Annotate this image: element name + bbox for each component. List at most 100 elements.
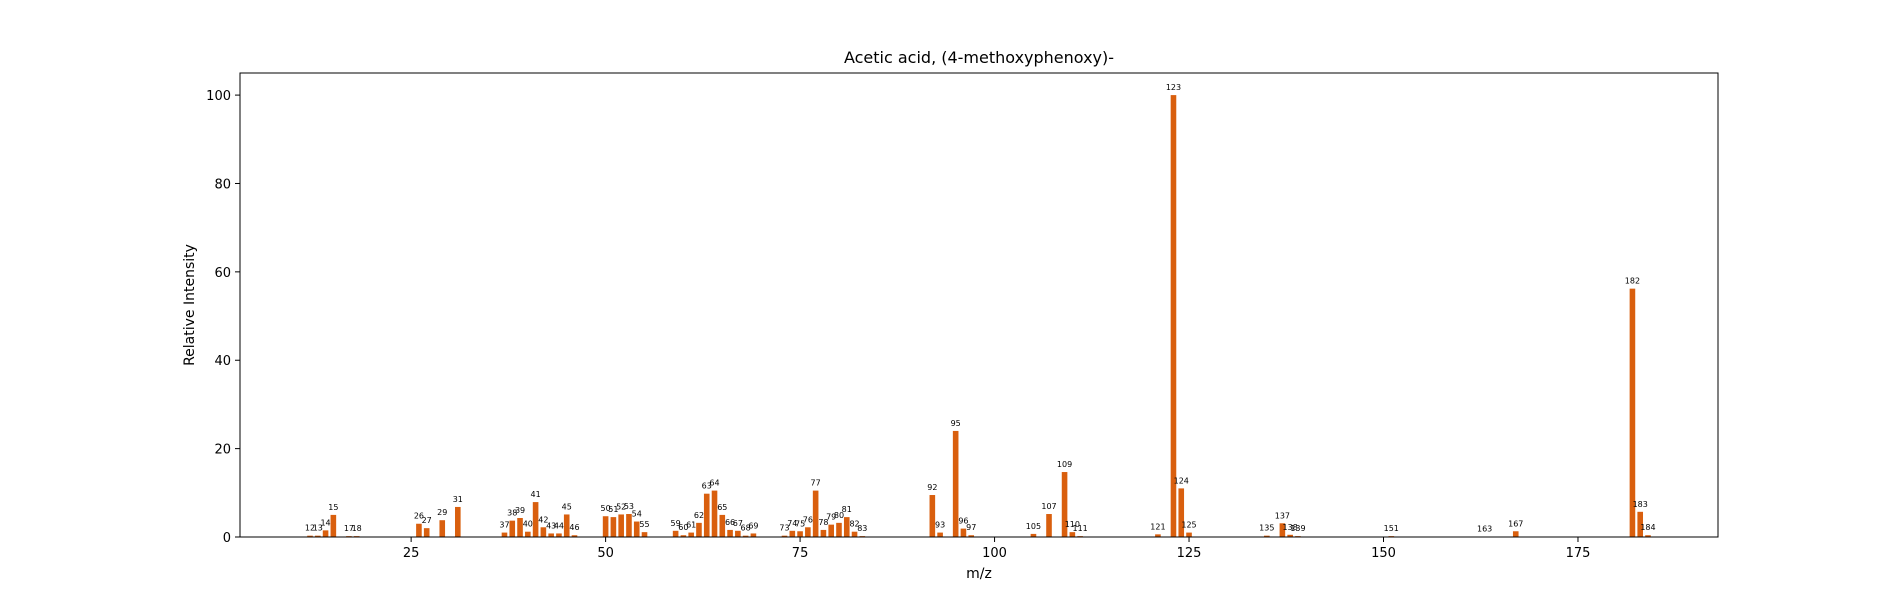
bar-mz-80 bbox=[836, 522, 842, 537]
bar-mz-51 bbox=[610, 517, 617, 537]
y-tick-label-0: 0 bbox=[223, 531, 231, 546]
bar-label-mz-43: 43 bbox=[546, 521, 556, 530]
bar-mz-68 bbox=[742, 535, 749, 537]
bar-mz-77 bbox=[812, 490, 819, 537]
bar-label-mz-14: 14 bbox=[320, 518, 330, 527]
bar-mz-54 bbox=[633, 521, 640, 537]
bar-label-mz-18: 18 bbox=[352, 524, 362, 533]
bar-mz-97 bbox=[968, 535, 975, 537]
bar-mz-96 bbox=[960, 528, 967, 537]
bar-label-mz-123: 123 bbox=[1166, 83, 1181, 92]
y-tick-label-20: 20 bbox=[214, 443, 231, 458]
bar-label-mz-111: 111 bbox=[1072, 524, 1087, 533]
bar-label-mz-83: 83 bbox=[857, 524, 867, 533]
chart-title: Acetic acid, (4-methoxyphenoxy)- bbox=[844, 48, 1114, 67]
bar-label-mz-40: 40 bbox=[523, 520, 533, 529]
bar-mz-61 bbox=[688, 532, 694, 537]
bar-mz-53 bbox=[626, 514, 632, 537]
bar-mz-44 bbox=[556, 533, 562, 537]
bar-label-mz-15: 15 bbox=[328, 503, 338, 512]
bar-mz-79 bbox=[828, 524, 834, 537]
bar-label-mz-29: 29 bbox=[437, 508, 447, 517]
bar-mz-14 bbox=[322, 530, 329, 537]
bar-mz-167 bbox=[1512, 531, 1519, 537]
bar-label-mz-95: 95 bbox=[951, 419, 961, 428]
bar-mz-62 bbox=[696, 522, 702, 537]
bar-label-mz-93: 93 bbox=[935, 521, 945, 530]
bar-mz-75 bbox=[797, 531, 803, 537]
bar-mz-182 bbox=[1629, 288, 1636, 537]
bar-label-mz-39: 39 bbox=[515, 506, 525, 515]
bar-mz-66 bbox=[727, 529, 733, 537]
bar-label-mz-138: 138 bbox=[1283, 523, 1298, 532]
bar-mz-74 bbox=[789, 530, 796, 537]
bar-label-mz-79: 79 bbox=[826, 513, 836, 522]
bar-mz-123 bbox=[1170, 95, 1177, 537]
bar-label-mz-65: 65 bbox=[717, 503, 727, 512]
bar-label-mz-68: 68 bbox=[741, 524, 751, 533]
bar-mz-109 bbox=[1061, 472, 1068, 537]
x-tick-label-125: 125 bbox=[1177, 546, 1202, 561]
bar-label-mz-27: 27 bbox=[422, 516, 432, 525]
bar-mz-107 bbox=[1046, 514, 1052, 537]
bar-label-mz-46: 46 bbox=[569, 523, 579, 532]
bar-label-mz-51: 51 bbox=[608, 505, 618, 514]
bar-mz-12 bbox=[307, 535, 313, 537]
bar-label-mz-135: 135 bbox=[1259, 524, 1274, 533]
bar-mz-121 bbox=[1155, 534, 1161, 537]
bar-label-mz-73: 73 bbox=[779, 524, 789, 533]
bar-mz-124 bbox=[1178, 488, 1185, 537]
y-tick-label-60: 60 bbox=[214, 266, 231, 281]
bar-mz-60 bbox=[680, 535, 687, 537]
y-axis-label: Relative Intensity bbox=[182, 244, 198, 366]
bar-label-mz-75: 75 bbox=[795, 519, 805, 528]
bar-label-mz-50: 50 bbox=[601, 504, 611, 513]
bar-mz-43 bbox=[548, 533, 554, 537]
bar-mz-110 bbox=[1069, 532, 1076, 537]
bar-label-mz-184: 184 bbox=[1640, 523, 1655, 532]
bar-label-mz-64: 64 bbox=[709, 479, 719, 488]
bar-mz-93 bbox=[937, 532, 943, 537]
bar-label-mz-67: 67 bbox=[733, 519, 743, 528]
bar-mz-183 bbox=[1637, 511, 1644, 537]
bar-mz-82 bbox=[851, 531, 858, 537]
bar-mz-137 bbox=[1279, 523, 1286, 537]
bar-mz-40 bbox=[525, 531, 531, 537]
bar-label-mz-12: 12 bbox=[305, 524, 315, 533]
plot-frame bbox=[239, 72, 1719, 538]
bar-label-mz-17: 17 bbox=[344, 524, 354, 533]
x-tick-label-50: 50 bbox=[597, 546, 614, 561]
bar-label-mz-69: 69 bbox=[748, 521, 758, 530]
bar-label-mz-42: 42 bbox=[538, 515, 548, 524]
bar-label-mz-53: 53 bbox=[624, 502, 634, 511]
y-tick-label-40: 40 bbox=[214, 354, 231, 369]
bar-label-mz-41: 41 bbox=[531, 490, 541, 499]
bar-mz-46 bbox=[571, 535, 578, 537]
bar-mz-31 bbox=[455, 506, 461, 537]
bar-mz-26 bbox=[416, 523, 422, 537]
bar-label-mz-62: 62 bbox=[694, 511, 704, 520]
bar-label-mz-52: 52 bbox=[616, 502, 626, 511]
bar-label-mz-97: 97 bbox=[966, 523, 976, 532]
bar-label-mz-63: 63 bbox=[702, 482, 712, 491]
bar-mz-29 bbox=[439, 520, 446, 537]
bar-label-mz-182: 182 bbox=[1625, 277, 1640, 286]
bar-label-mz-37: 37 bbox=[499, 521, 509, 530]
bar-label-mz-31: 31 bbox=[453, 495, 463, 504]
bar-label-mz-54: 54 bbox=[632, 510, 642, 519]
bar-label-mz-92: 92 bbox=[927, 483, 937, 492]
bar-label-mz-38: 38 bbox=[507, 509, 517, 518]
bar-label-mz-105: 105 bbox=[1026, 522, 1041, 531]
bar-label-mz-44: 44 bbox=[554, 521, 564, 530]
bar-label-mz-137: 137 bbox=[1275, 511, 1290, 520]
bar-label-mz-139: 139 bbox=[1290, 524, 1305, 533]
bar-mz-65 bbox=[719, 514, 726, 537]
bar-mz-81 bbox=[843, 517, 850, 537]
bar-mz-138 bbox=[1287, 534, 1293, 537]
bar-label-mz-66: 66 bbox=[725, 518, 735, 527]
bars-group bbox=[307, 95, 1651, 537]
bar-mz-78 bbox=[820, 529, 827, 537]
bar-mz-59 bbox=[672, 530, 679, 537]
